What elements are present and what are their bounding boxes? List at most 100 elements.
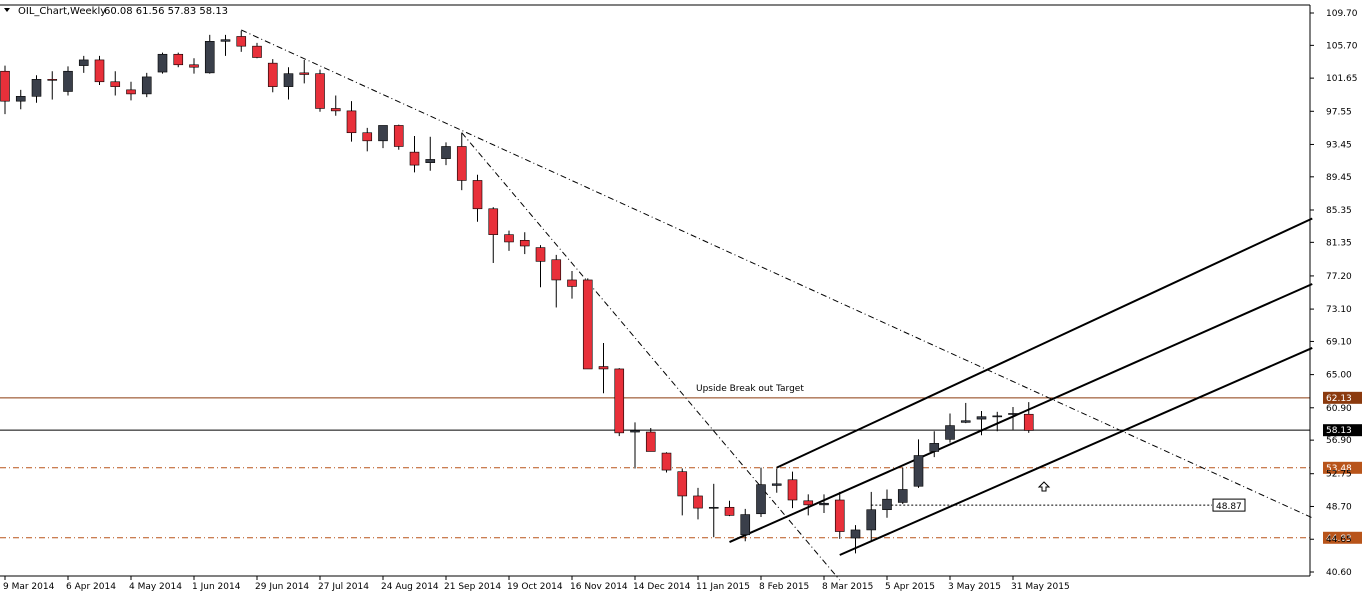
- y-tick-label: 48.70: [1326, 502, 1352, 512]
- x-tick-label: 14 Dec 2014: [633, 582, 691, 592]
- candle-body: [645, 431, 656, 452]
- candle-body: [866, 509, 877, 531]
- candle-body: [992, 415, 1003, 418]
- candle-body: [441, 146, 451, 159]
- channel-line-2: [839, 346, 1313, 556]
- level-price-label: 62.13: [1326, 394, 1352, 404]
- candle-body: [283, 73, 294, 87]
- candle-body: [519, 240, 530, 247]
- candle-body: [1023, 413, 1034, 431]
- x-tick-label: 21 Sep 2014: [444, 582, 501, 592]
- ohlc-readout: 60.08 61.56 57.83 58.13: [104, 6, 228, 17]
- candle-body: [693, 495, 703, 509]
- candle-body: [425, 159, 436, 163]
- candle-body: [94, 59, 105, 83]
- chart-title: OIL_Chart,Weekly: [18, 6, 106, 17]
- candle-body: [252, 45, 262, 58]
- candle-body: [897, 489, 908, 503]
- candle-body: [630, 430, 640, 433]
- candle-body: [110, 81, 121, 87]
- level-price-badge: [1323, 424, 1362, 437]
- x-tick-label: 27 Jul 2014: [318, 582, 369, 592]
- candle-body: [850, 529, 861, 539]
- level-price-badge: [1323, 461, 1362, 474]
- candle-body: [661, 452, 672, 471]
- y-tick-label: 105.70: [1326, 41, 1358, 51]
- y-tick-label: 73.10: [1326, 305, 1352, 315]
- chart-menu-triangle-icon[interactable]: [4, 8, 10, 12]
- candle-body: [236, 36, 247, 47]
- horizontal-levels-layer: 62.13 Upside Break out Target 58.13 53.48 44…: [0, 384, 1362, 544]
- candle-body: [189, 64, 199, 68]
- level-annotation: Upside Break out Target: [696, 384, 804, 394]
- y-tick-label: 81.35: [1326, 238, 1352, 248]
- candle-body: [330, 108, 341, 112]
- candle-body: [740, 514, 751, 536]
- y-tick-label: 109.70: [1326, 9, 1358, 19]
- candle-body: [173, 53, 184, 66]
- candle-body: [141, 76, 152, 95]
- x-tick-label: 3 May 2015: [948, 582, 1001, 592]
- candle-body: [834, 499, 845, 532]
- y-tick-label: 65.00: [1326, 371, 1352, 381]
- candle-body: [976, 416, 987, 420]
- up-arrow-icon: [1037, 481, 1051, 492]
- candle-body: [677, 471, 688, 497]
- x-tick-label: 29 Jun 2014: [255, 582, 309, 592]
- candle-body: [362, 132, 373, 142]
- level-price-label: 44.83: [1326, 534, 1352, 544]
- x-tick-label: 1 Jun 2014: [192, 582, 241, 592]
- level-price-badge: [1323, 531, 1362, 544]
- candle-body: [882, 498, 892, 511]
- y-tick-label: 44.65: [1326, 535, 1352, 545]
- candle-body: [708, 506, 719, 509]
- candle-body: [488, 208, 499, 235]
- y-tick-label: 93.45: [1326, 140, 1352, 150]
- candle-body: [47, 79, 58, 81]
- channel-line-1: [729, 283, 1313, 543]
- level-price-badge: [1323, 391, 1362, 404]
- y-tick-label: 101.65: [1326, 74, 1358, 84]
- y-tick-label: 69.10: [1326, 337, 1352, 347]
- trendline-dashdot-1: [461, 132, 841, 581]
- candle-body: [614, 368, 625, 434]
- x-tick-label: 24 Aug 2014: [381, 582, 439, 592]
- candle-body: [456, 146, 467, 181]
- candle-body: [378, 125, 388, 142]
- x-tick-label: 8 Feb 2015: [759, 582, 809, 592]
- candle-body: [787, 479, 798, 501]
- candle-body: [756, 484, 766, 515]
- candle-body: [551, 259, 562, 281]
- y-tick-label: 89.45: [1326, 173, 1352, 183]
- candle-body: [913, 455, 924, 487]
- candle-body: [724, 506, 735, 516]
- channel-line-0: [776, 217, 1313, 469]
- y-tick-label: 56.90: [1326, 436, 1352, 446]
- target-value-box: [1212, 498, 1246, 512]
- level-price-label: 58.13: [1326, 426, 1352, 436]
- candle-body: [0, 70, 10, 102]
- x-tick-label: 31 May 2015: [1011, 582, 1070, 592]
- candle-body: [15, 96, 26, 102]
- candle-body: [819, 502, 829, 506]
- target-value-label: 48.87: [1216, 502, 1242, 512]
- x-tick-label: 19 Oct 2014: [507, 582, 563, 592]
- x-tick-label: 5 Apr 2015: [885, 582, 935, 592]
- x-tick-label: 6 Apr 2014: [66, 582, 116, 592]
- candle-body: [267, 62, 278, 87]
- y-tick-label: 85.35: [1326, 206, 1352, 216]
- candle-body: [945, 425, 955, 440]
- y-tick-label: 52.75: [1326, 470, 1352, 480]
- candle-body: [960, 420, 971, 423]
- candle-body: [567, 279, 577, 287]
- trendline-dashdot-0: [241, 29, 1313, 519]
- y-tick-label: 97.55: [1326, 107, 1352, 117]
- candle-body: [504, 234, 514, 243]
- candle-body: [63, 70, 73, 92]
- candle-body: [929, 443, 940, 452]
- candle-body: [78, 59, 89, 66]
- y-tick-label: 60.90: [1326, 404, 1352, 414]
- x-tick-label: 16 Nov 2014: [570, 582, 628, 592]
